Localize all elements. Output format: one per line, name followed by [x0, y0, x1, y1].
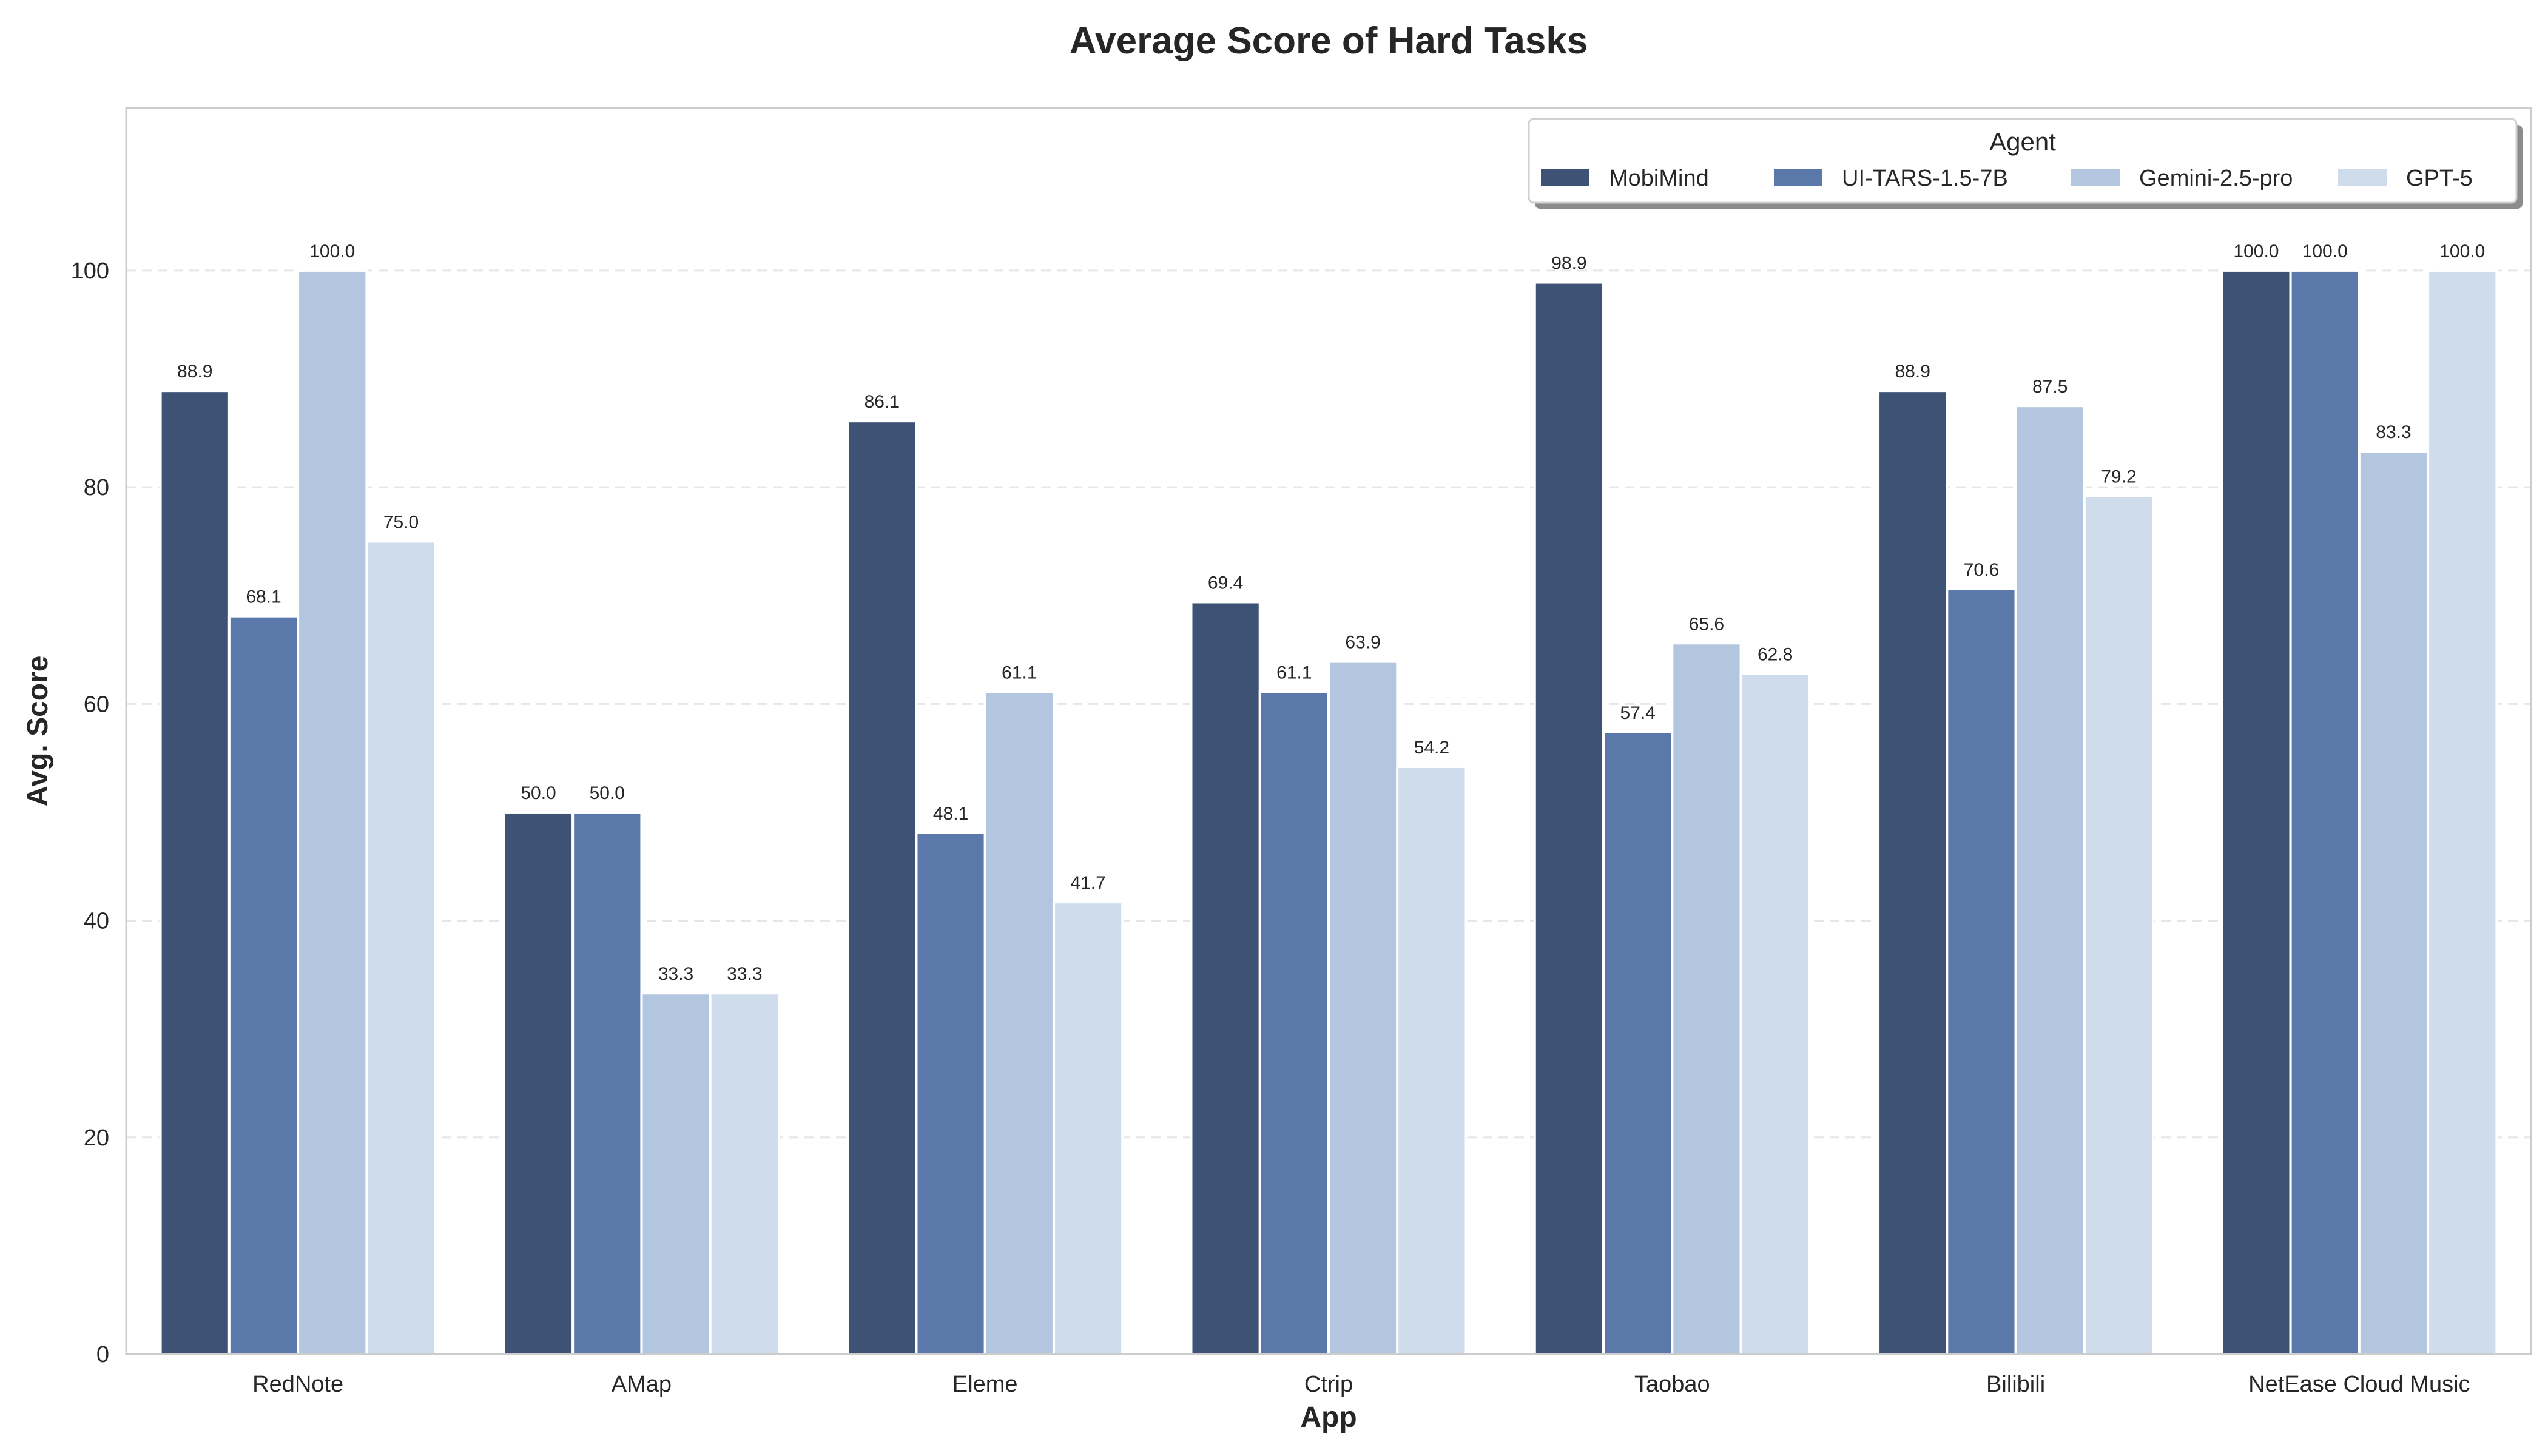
bar-value-label: 86.1 [864, 392, 900, 412]
bar-value-label: 61.1 [1276, 663, 1312, 683]
bar [1533, 281, 1605, 1355]
bar-value-label: 88.9 [1895, 362, 1930, 382]
bar [1602, 730, 1674, 1355]
bar [983, 690, 1055, 1355]
bar-value-label: 65.6 [1689, 614, 1724, 634]
y-tick-label: 20 [84, 1125, 109, 1151]
legend: Agent MobiMind UI-TARS-1.5-7B Gemini-2.5-pr… [1528, 118, 2523, 209]
bar [365, 540, 437, 1355]
y-tick-label: 100 [71, 258, 109, 284]
bar-value-label: 57.4 [1620, 703, 1655, 723]
plot-area: 88.9 68.1 100.0 75.0 RedNote 50.0 50.0 33.3 33.3… [71, 107, 2532, 1397]
bar-value-label: 87.5 [2032, 377, 2068, 397]
x-tick-label: RedNote [252, 1372, 343, 1397]
y-tick-label: 0 [96, 1342, 109, 1367]
bar-value-label: 54.2 [1414, 738, 1449, 758]
bar-value-label: 48.1 [933, 804, 968, 824]
legend-swatch [1774, 169, 1822, 186]
x-tick-label: Taobao [1634, 1372, 1710, 1397]
y-tick-label: 80 [84, 475, 109, 500]
x-axis-label: App [1300, 1401, 1357, 1434]
y-tick-label: 40 [84, 909, 109, 934]
bar-value-label: 61.1 [1002, 663, 1037, 683]
bar [571, 811, 643, 1355]
bar [2014, 405, 2086, 1355]
bar [846, 420, 918, 1356]
legend-entry-label: MobiMind [1609, 166, 1709, 191]
legend-swatch [1541, 169, 1589, 186]
bar-value-label: 100.0 [2439, 241, 2485, 261]
bar [1190, 601, 1261, 1355]
bar-value-label: 100.0 [309, 241, 355, 261]
bar [915, 831, 986, 1356]
bar [640, 992, 712, 1355]
bar-value-label: 50.0 [521, 783, 556, 803]
x-tick-label: Bilibili [1986, 1372, 2045, 1397]
bar [2220, 269, 2292, 1355]
x-tick-label: AMap [612, 1372, 672, 1397]
x-tick-label: Ctrip [1304, 1372, 1353, 1397]
legend-title: Agent [1989, 127, 2056, 156]
x-tick-label: Eleme [952, 1372, 1018, 1397]
plot-frame [125, 107, 2532, 1355]
bar [709, 992, 780, 1355]
bar-value-label: 83.3 [2376, 422, 2411, 442]
legend-entry-label: Gemini-2.5-pro [2139, 166, 2293, 191]
bar-value-label: 100.0 [2233, 241, 2279, 261]
bar-value-label: 88.9 [177, 362, 212, 382]
bar [1052, 901, 1124, 1356]
bar-value-label: 79.2 [2101, 467, 2136, 487]
bar-value-label: 33.3 [727, 964, 762, 984]
bar-value-label: 50.0 [590, 783, 625, 803]
bar-value-label: 75.0 [383, 512, 419, 532]
bar [1327, 660, 1399, 1355]
bar [1671, 642, 1742, 1355]
legend-swatch [2338, 169, 2387, 186]
bar-value-label: 98.9 [1551, 254, 1586, 274]
bar [159, 389, 231, 1355]
chart-title: Average Score of Hard Tasks [1070, 20, 1588, 62]
legend-entry-label: UI-TARS-1.5-7B [1842, 166, 2008, 191]
bar-value-label: 100.0 [2302, 241, 2348, 261]
y-tick-label: 60 [84, 692, 109, 717]
legend-swatch [2071, 169, 2120, 186]
bar [2083, 494, 2155, 1355]
bar [2427, 269, 2498, 1355]
bar [1739, 672, 1811, 1355]
bar-value-label: 63.9 [1345, 633, 1380, 653]
bar [297, 269, 368, 1355]
bar [1258, 690, 1330, 1355]
bar [1396, 765, 1468, 1356]
x-tick-label: NetEase Cloud Music [2248, 1372, 2470, 1397]
bar [2289, 269, 2361, 1355]
bar-value-label: 62.8 [1758, 644, 1793, 664]
bar-value-label: 69.4 [1208, 573, 1243, 593]
y-axis-label: Avg. Score [22, 656, 54, 807]
bar [228, 615, 300, 1355]
bar [2358, 450, 2430, 1355]
bar-value-label: 33.3 [658, 964, 693, 984]
bar-value-label: 70.6 [1964, 560, 1999, 580]
bar-value-label: 41.7 [1070, 873, 1105, 893]
bar [1946, 588, 2017, 1355]
bar-value-label: 68.1 [246, 587, 281, 607]
bar [1877, 389, 1949, 1355]
legend-entry-label: GPT-5 [2406, 166, 2473, 191]
bar [502, 811, 575, 1355]
